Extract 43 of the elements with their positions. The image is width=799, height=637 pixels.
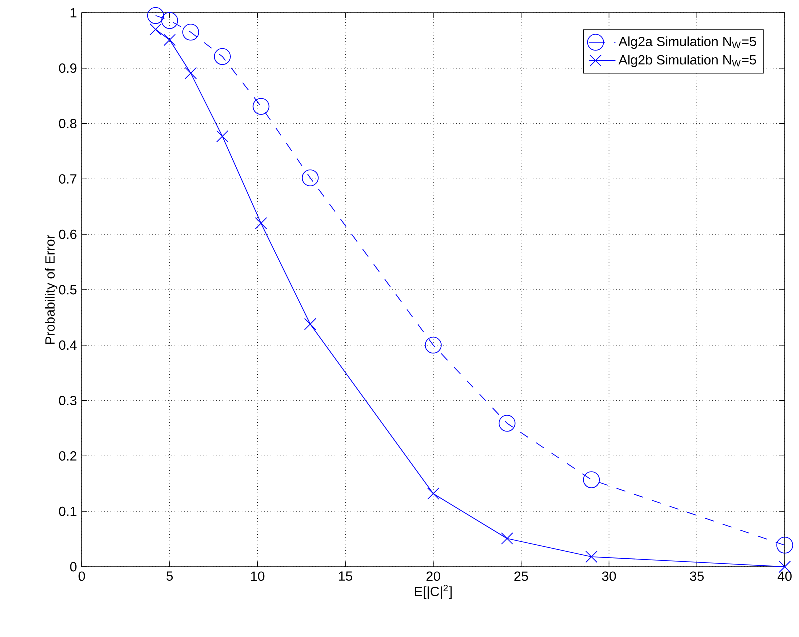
point (147, 7, 164, 24)
y-tick-label: 0.6 (59, 230, 77, 240)
y-tick-label: 0.8 (59, 119, 77, 129)
point (161, 12, 178, 30)
x-tick-label: 25 (514, 572, 528, 582)
point (184, 67, 198, 80)
x-tick-label: 5 (166, 572, 174, 582)
x-tick-label: 30 (602, 572, 616, 582)
point (501, 532, 514, 545)
point (182, 24, 200, 41)
point (150, 24, 162, 36)
y-tick-label: 0 (70, 562, 77, 572)
point (302, 170, 319, 186)
point (427, 488, 440, 500)
x-axis-title: E[|C|$^{2}$] (415, 584, 452, 600)
y-tick-label: 0.3 (59, 396, 77, 406)
point (164, 34, 176, 46)
point (498, 415, 516, 432)
legend-label: Alg2a Simulation N$_{W}$=5 (618, 36, 756, 50)
x-tick-label: 10 (251, 572, 265, 582)
point (255, 217, 268, 230)
x-tick-label: 40 (778, 572, 792, 582)
y-tick-label: 0.5 (59, 285, 77, 295)
point (586, 550, 598, 564)
point (214, 48, 232, 66)
point (216, 130, 229, 143)
y-tick-label: 1 (70, 8, 77, 18)
point (304, 318, 317, 330)
x-tick-label: 0 (78, 572, 86, 582)
legend-label: Alg2b Simulation N$_{W}$=5 (618, 55, 756, 68)
x-tick-label: 35 (690, 572, 704, 582)
x-tick-label: 20 (426, 572, 440, 582)
y-tick-label: 0.2 (59, 451, 77, 461)
point (252, 98, 270, 116)
y-tick-label: 0.7 (59, 174, 77, 184)
y-tick-label: 0.9 (59, 64, 77, 74)
y-tick-label: 0.4 (59, 340, 77, 350)
point (425, 337, 442, 354)
y-axis-title: Probability of Error (45, 235, 58, 344)
x-tick-label: 15 (339, 572, 352, 582)
point (583, 472, 600, 488)
point (776, 536, 794, 554)
y-tick-label: 0.1 (59, 506, 77, 516)
